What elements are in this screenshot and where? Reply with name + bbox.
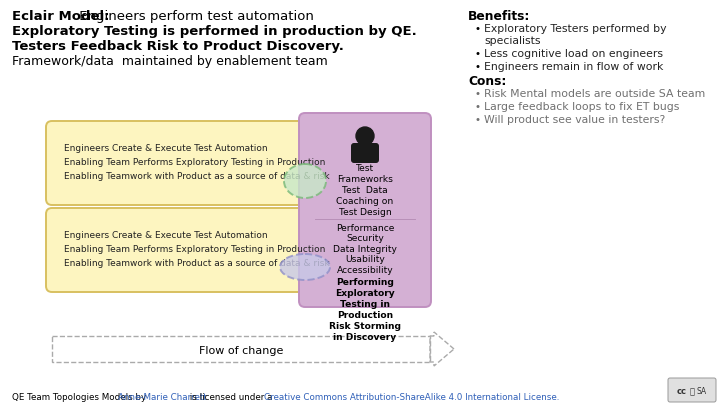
Text: SA: SA <box>697 386 707 396</box>
Text: Enabling Team Performs Exploratory Testing in Production: Enabling Team Performs Exploratory Testi… <box>64 158 325 166</box>
Text: Usability: Usability <box>345 255 385 264</box>
Text: Enabling Teamwork with Product as a source of data & risk: Enabling Teamwork with Product as a sour… <box>64 172 330 181</box>
Text: Anne-Marie Charrett: Anne-Marie Charrett <box>118 392 207 401</box>
Text: Data Integrity: Data Integrity <box>333 244 397 254</box>
Text: Accessibility: Accessibility <box>337 265 393 274</box>
Text: Engineers perform test automation: Engineers perform test automation <box>75 10 314 23</box>
Text: Performance: Performance <box>336 224 394 232</box>
Ellipse shape <box>284 164 326 198</box>
Text: Security: Security <box>346 234 384 243</box>
Text: Testing in: Testing in <box>340 300 390 309</box>
Text: •: • <box>475 24 481 34</box>
Text: Benefits:: Benefits: <box>468 10 531 23</box>
Text: Creative Commons Attribution-ShareAlike 4.0 International License.: Creative Commons Attribution-ShareAlike … <box>264 392 559 401</box>
Text: Framework/data  maintained by enablement team: Framework/data maintained by enablement … <box>12 55 328 68</box>
Text: ⓘ: ⓘ <box>690 386 695 396</box>
Text: Performing: Performing <box>336 278 394 287</box>
FancyBboxPatch shape <box>351 144 379 164</box>
Circle shape <box>356 128 374 146</box>
Text: Testers Feedback Risk to Product Discovery.: Testers Feedback Risk to Product Discove… <box>12 40 344 53</box>
Text: Risk Mental models are outside SA team: Risk Mental models are outside SA team <box>484 89 706 99</box>
FancyBboxPatch shape <box>668 378 716 402</box>
Text: Exploratory Testers performed by: Exploratory Testers performed by <box>484 24 667 34</box>
Text: Will product see value in testers?: Will product see value in testers? <box>484 115 665 125</box>
FancyBboxPatch shape <box>46 122 346 205</box>
Text: Risk Storming: Risk Storming <box>329 322 401 331</box>
Text: Cons:: Cons: <box>468 75 506 88</box>
Text: Production: Production <box>337 311 393 320</box>
Text: in Discovery: in Discovery <box>333 333 397 342</box>
Text: •: • <box>475 102 481 112</box>
FancyBboxPatch shape <box>46 209 346 292</box>
Text: cc: cc <box>677 386 687 396</box>
Text: Frameworks: Frameworks <box>337 175 393 183</box>
Text: Engineers remain in flow of work: Engineers remain in flow of work <box>484 62 663 72</box>
Text: QE Team Topologies Models by: QE Team Topologies Models by <box>12 392 149 401</box>
Text: Coaching on: Coaching on <box>336 196 394 205</box>
Text: Engineers Create & Execute Test Automation: Engineers Create & Execute Test Automati… <box>64 230 268 239</box>
Text: Test  Data: Test Data <box>342 185 388 194</box>
Text: Engineers Create & Execute Test Automation: Engineers Create & Execute Test Automati… <box>64 144 268 153</box>
Text: •: • <box>475 49 481 59</box>
Text: Test Design: Test Design <box>338 207 392 216</box>
Text: •: • <box>475 62 481 72</box>
Text: Enabling Teamwork with Product as a source of data & risk: Enabling Teamwork with Product as a sour… <box>64 258 330 267</box>
Text: Less cognitive load on engineers: Less cognitive load on engineers <box>484 49 663 59</box>
Text: •: • <box>475 89 481 99</box>
Text: •: • <box>475 115 481 125</box>
Text: Flow of change: Flow of change <box>199 345 283 355</box>
FancyBboxPatch shape <box>299 114 431 307</box>
Ellipse shape <box>280 254 330 280</box>
Text: Test: Test <box>356 164 374 173</box>
Text: is licensed under a: is licensed under a <box>187 392 276 401</box>
Text: Large feedback loops to fix ET bugs: Large feedback loops to fix ET bugs <box>484 102 680 112</box>
Text: specialists: specialists <box>484 36 541 46</box>
Text: Enabling Team Performs Exploratory Testing in Production: Enabling Team Performs Exploratory Testi… <box>64 244 325 254</box>
Text: Exploratory: Exploratory <box>335 289 395 298</box>
Text: Eclair Model:: Eclair Model: <box>12 10 109 23</box>
Text: Exploratory Testing is performed in production by QE.: Exploratory Testing is performed in prod… <box>12 25 417 38</box>
